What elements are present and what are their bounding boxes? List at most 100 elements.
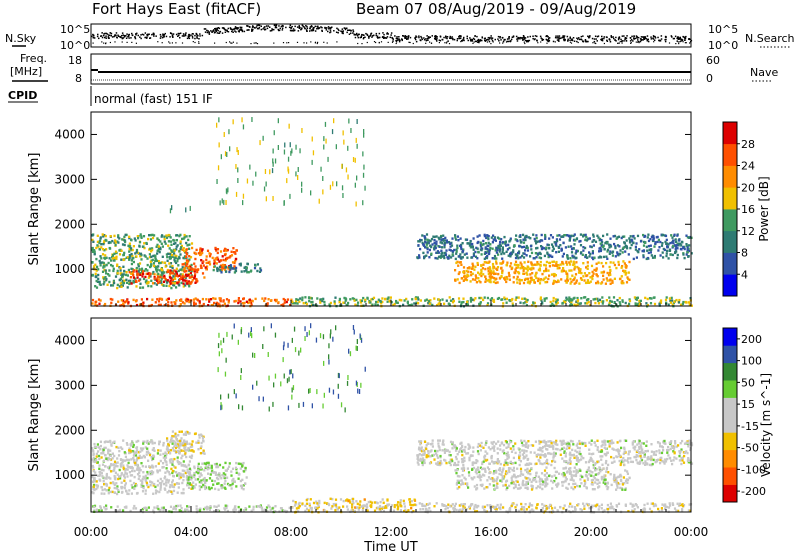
heatmap-cell-r6 xyxy=(685,243,688,246)
heatmap-cell-r0 xyxy=(162,441,165,445)
noise-point xyxy=(203,28,206,30)
heatmap-cell-r0 xyxy=(121,490,124,494)
heatmap-cell-r7 xyxy=(480,274,483,278)
heatmap-cell-r0 xyxy=(101,253,105,256)
noise-point xyxy=(363,34,365,36)
heatmap-cell-r5 xyxy=(319,298,322,301)
heatmap-cell-r6 xyxy=(654,241,657,244)
heatmap-cell-r7 xyxy=(525,271,528,274)
heatmap-cell-r4 xyxy=(210,304,213,307)
noise-point xyxy=(172,33,175,35)
heatmap-cell-r7 xyxy=(605,277,608,280)
heatmap-cell-r0 xyxy=(182,247,185,250)
heatmap-cell-r4 xyxy=(217,302,220,305)
heatmap-cell-r0 xyxy=(114,239,117,242)
heatmap-cell-r1 xyxy=(241,464,244,467)
heatmap-cell-r0 xyxy=(127,458,131,462)
noise-point xyxy=(429,36,431,38)
noise-search-point xyxy=(675,43,677,45)
noise-point xyxy=(184,34,187,37)
noise-point xyxy=(240,29,242,31)
heatmap-cell-r0 xyxy=(108,468,111,471)
heatmap-cell-r6 xyxy=(558,238,562,241)
noise-point xyxy=(197,34,199,37)
heatmap-cell-r6 xyxy=(687,249,691,253)
noise-point xyxy=(226,30,228,33)
noise-search-point xyxy=(569,41,571,43)
heatmap-cell-r4 xyxy=(334,502,338,506)
heatmap-cell-r9 xyxy=(342,130,344,136)
heatmap-cell-r6 xyxy=(605,255,608,258)
heatmap-cell-r2 xyxy=(201,451,204,455)
heatmap-cell-r6 xyxy=(535,236,538,240)
heatmap-cell-r0 xyxy=(141,286,145,289)
heatmap-cell-r6 xyxy=(625,239,628,242)
noise-point xyxy=(384,37,387,39)
noise-point xyxy=(591,37,594,40)
heatmap-cell-r0 xyxy=(156,268,159,271)
heatmap-cell-r1 xyxy=(189,271,192,275)
heatmap-cell-r0 xyxy=(159,484,162,487)
heatmap-cell-r6 xyxy=(582,249,585,252)
heatmap-cell-r5 xyxy=(532,302,535,305)
heatmap-cell-r0 xyxy=(91,261,94,264)
heatmap-cell-r0 xyxy=(140,462,143,465)
heatmap-cell-r5 xyxy=(552,299,555,303)
heatmap-cell-r7 xyxy=(552,260,555,263)
heatmap-cell-r6 xyxy=(689,235,692,239)
heatmap-cell-r4 xyxy=(277,301,280,304)
heatmap-cell-r5 xyxy=(295,300,298,303)
noise-search-point xyxy=(445,42,448,44)
heatmap-cell-r7 xyxy=(479,272,483,275)
noise-point xyxy=(164,32,166,35)
noise-search-point xyxy=(135,42,137,44)
heatmap-cell-r1 xyxy=(197,462,200,466)
noise-point xyxy=(562,35,564,37)
heatmap-cell-r5 xyxy=(355,298,358,302)
heatmap-cell-r6 xyxy=(435,235,438,238)
noise-point xyxy=(395,40,397,42)
noise-point xyxy=(438,39,441,41)
noise-point xyxy=(580,38,582,40)
heatmap-cell-r7 xyxy=(478,273,481,276)
heatmap-cell-r5 xyxy=(671,299,674,302)
heatmap-cell-r7 xyxy=(580,271,583,275)
noise-search-point xyxy=(378,42,380,44)
heatmap-cell-r1 xyxy=(156,275,160,278)
noise-point xyxy=(144,36,146,39)
heatmap-cell-r7 xyxy=(586,267,589,270)
noise-point xyxy=(125,37,128,39)
heatmap-cell-r5 xyxy=(462,297,465,300)
heatmap-cell-r0 xyxy=(163,482,166,486)
heatmap-cell-r1 xyxy=(149,272,152,276)
heatmap-cell-r0 xyxy=(95,279,98,283)
heatmap-cell-r0 xyxy=(127,279,131,283)
heatmap-cell-r6 xyxy=(460,246,463,249)
heatmap-cell-r0 xyxy=(188,460,191,463)
heatmap-cell-r0 xyxy=(176,259,179,263)
heatmap-cell-r5 xyxy=(646,297,649,301)
heatmap-cell-r6 xyxy=(443,246,446,249)
heatmap-cell-r6 xyxy=(620,236,623,240)
noise-point xyxy=(213,30,215,32)
noise-point xyxy=(664,40,667,43)
heatmap-cell-r0 xyxy=(92,483,96,487)
heatmap-cell-r7 xyxy=(619,277,622,281)
noise-point xyxy=(221,27,224,29)
heatmap-cell-r0 xyxy=(113,474,116,478)
heatmap-cell-r6 xyxy=(596,234,599,237)
heatmap-cell-r0 xyxy=(103,477,106,480)
heatmap-cell-r0 xyxy=(178,257,181,260)
noise-point xyxy=(593,38,596,40)
heatmap-cell-r0 xyxy=(175,267,178,270)
heatmap-cell-r9 xyxy=(277,145,279,150)
heatmap-cell-r7 xyxy=(496,281,499,284)
heatmap-cell-r0 xyxy=(99,479,102,482)
noise-point xyxy=(552,40,555,43)
noise-point xyxy=(306,25,308,28)
heatmap-cell-r4 xyxy=(266,303,269,306)
heatmap-cell-r2 xyxy=(166,439,169,442)
heatmap-cell-r2 xyxy=(193,268,197,271)
heatmap-cell-r2 xyxy=(200,249,203,252)
